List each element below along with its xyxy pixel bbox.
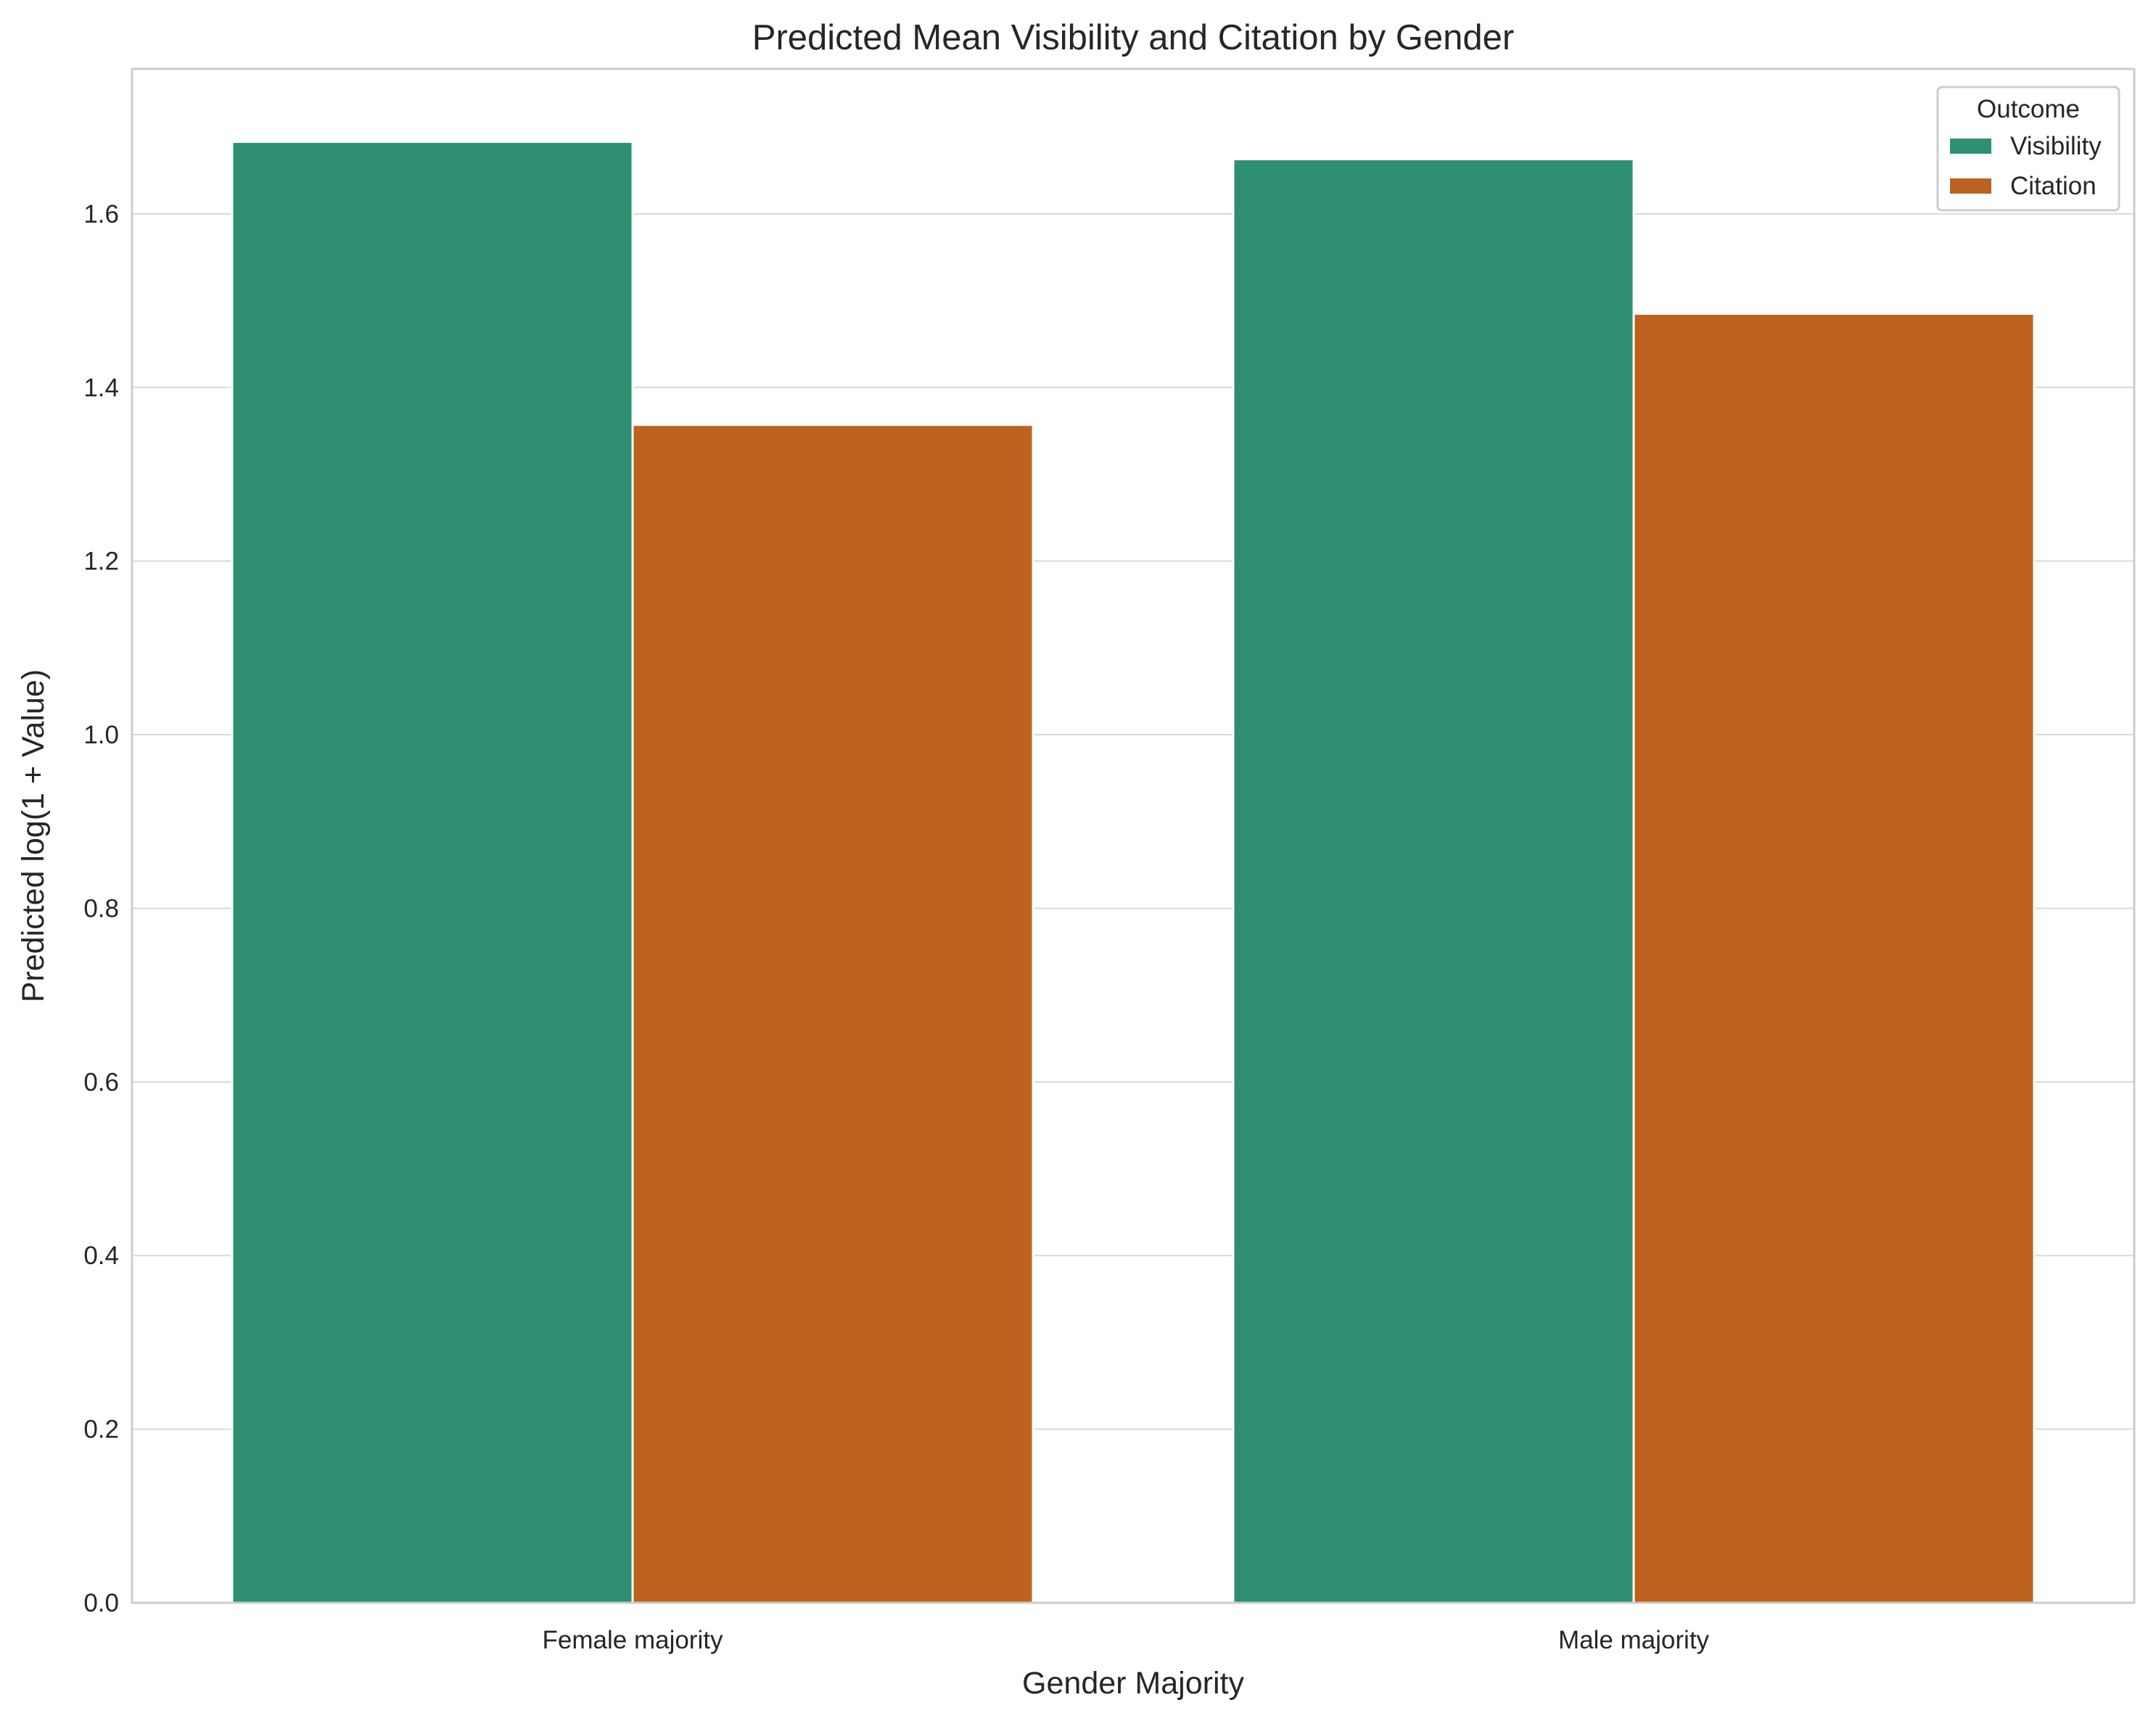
y-tick-label: 0.4 [83, 1242, 119, 1270]
legend: Outcome Visibility Citation [1936, 86, 2120, 212]
y-tick-label: 1.6 [83, 200, 119, 228]
bars [231, 141, 2036, 1604]
y-tick-label: 1.2 [83, 548, 119, 576]
legend-label-citation: Citation [2010, 172, 2097, 200]
bar-visibility-0 [231, 141, 634, 1604]
legend-swatch-citation [1950, 178, 1991, 194]
x-tick-label: Male majority [1558, 1626, 1710, 1654]
y-axis-label: Predicted log(1 + Value) [16, 669, 51, 1002]
x-axis-ticks: Female majority Male majority [543, 1626, 1710, 1654]
bar-citation-0 [631, 424, 1034, 1604]
chart-title: Predicted Mean Visibility and Citation b… [752, 18, 1514, 57]
x-axis-label: Gender Majority [1022, 1666, 1244, 1701]
legend-swatch-visibility [1950, 139, 1991, 154]
y-tick-label: 0.6 [83, 1068, 119, 1097]
y-tick-label: 0.8 [83, 894, 119, 923]
y-axis-ticks: 0.0 0.2 0.4 0.6 0.8 1.0 1.2 1.4 1.6 [83, 200, 119, 1617]
y-tick-label: 0.0 [83, 1589, 119, 1617]
y-tick-label: 1.4 [83, 373, 119, 402]
bar-citation-1 [1632, 313, 2036, 1604]
bar-visibility-1 [1232, 157, 1635, 1604]
plot-frame [131, 67, 2136, 1604]
legend-label-visibility: Visibility [2010, 132, 2102, 160]
x-tick-label: Female majority [543, 1626, 723, 1654]
legend-entries: Visibility Citation [1950, 132, 2102, 200]
legend-title: Outcome [1977, 95, 2080, 123]
y-tick-label: 0.2 [83, 1416, 119, 1444]
y-tick-label: 1.0 [83, 721, 119, 749]
